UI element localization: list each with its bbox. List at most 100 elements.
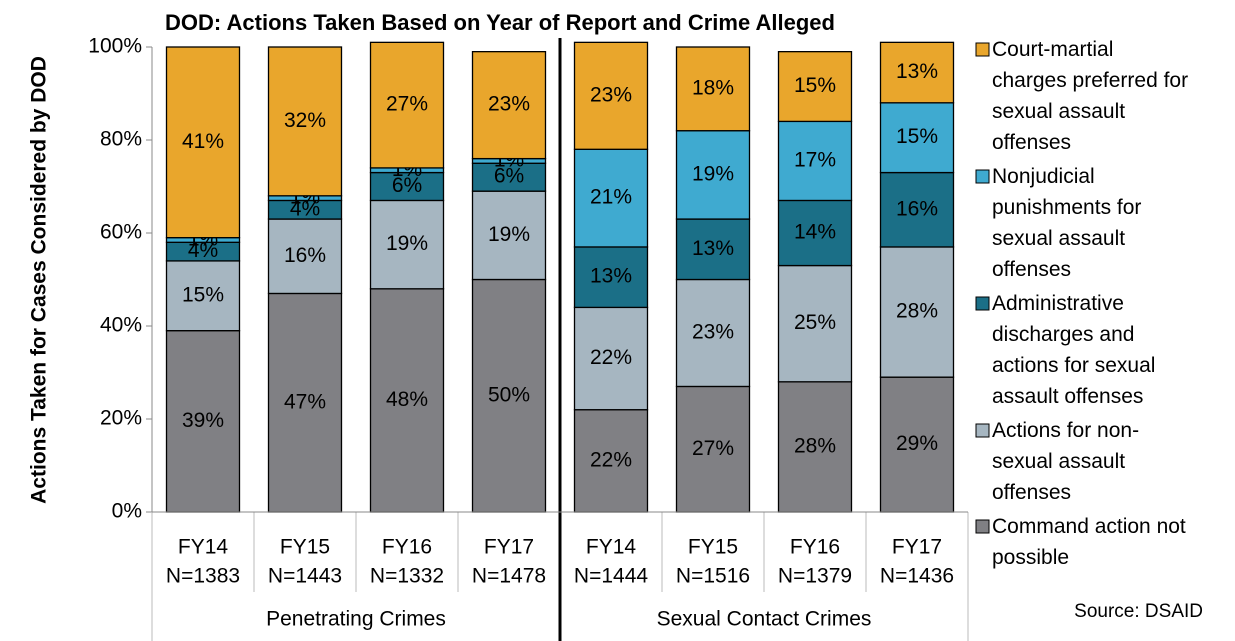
bar-segment [777,264,853,383]
bar-segment [471,278,547,513]
legend-line: sexual assault [992,450,1125,473]
data-label: 23% [590,83,632,106]
data-label: 6% [392,174,422,197]
x-tick-label: FY16 [790,536,840,559]
bar-segment [471,190,547,281]
data-label: 50% [488,383,530,406]
legend-line: punishments for [992,196,1141,219]
x-tick-sublabel: N=1443 [268,565,342,588]
bar-segment [879,41,955,104]
data-label: 4% [188,239,218,262]
legend-line: charges preferred for [992,69,1188,92]
x-tick-sublabel: N=1383 [166,565,240,588]
data-label: 19% [692,162,734,185]
bar-segment [879,171,955,248]
legend-line: sexual assault [992,100,1125,123]
bar-segment [573,246,649,309]
data-label: 27% [692,437,734,460]
x-tick-sublabel: N=1444 [574,565,648,588]
group-label: Penetrating Crimes [266,608,446,631]
bar-segment [675,46,751,132]
y-tick-label: 20% [100,407,142,430]
data-label: 41% [182,130,224,153]
legend-swatch [975,169,990,184]
x-tick-sublabel: N=1436 [880,565,954,588]
bar-segment [573,148,649,248]
x-tick-sublabel: N=1516 [676,565,750,588]
bar-segment [573,409,649,513]
bar-segment [471,51,547,160]
bar-segment [369,41,445,169]
x-tick-label: FY14 [178,536,229,559]
bar-segment [369,171,445,202]
data-label: 4% [290,197,320,220]
legend-swatch [975,42,990,57]
data-label: 39% [182,409,224,432]
legend-line: Actions for non- [992,419,1139,442]
data-label: 13% [590,265,632,288]
x-tick-sublabel: N=1332 [370,565,444,588]
legend-line: Nonjudicial [992,165,1095,188]
data-label: 47% [284,390,326,413]
data-label: 13% [692,237,734,260]
data-label: 28% [794,434,836,457]
bar-segment [165,46,241,239]
bar-segment [267,292,343,513]
x-tick-label: FY17 [892,536,942,559]
bar-segment [369,199,445,290]
x-tick-sublabel: N=1478 [472,565,546,588]
source: Source: DSAID [1074,601,1203,622]
data-label: 19% [488,223,530,246]
data-label: 18% [692,76,734,99]
legend-line: offenses [992,131,1071,154]
data-label: 14% [794,221,836,244]
legend-label: Court-martial charges preferred for sexual… [992,38,1188,154]
bar-segment [573,41,649,150]
data-label: 22% [590,346,632,369]
data-label: 21% [590,186,632,209]
x-tick-label: FY16 [382,536,432,559]
x-tick-label: FY15 [280,536,330,559]
legend-line: offenses [992,258,1071,281]
y-tick-label: 0% [112,500,142,523]
x-tick-label: FY14 [586,536,637,559]
legend-label: Nonjudicial punishments for sexual assault… [992,165,1141,281]
bar-segment [165,260,241,332]
data-label: 27% [386,93,428,116]
legend-label: Actions for non-sexual assault offenses [992,419,1139,504]
legend-swatch [975,519,990,534]
legend-line: assault offenses [992,385,1143,408]
bar-segment [777,51,853,123]
y-tick-label: 60% [100,221,142,244]
legend-label: Command action not possible [992,515,1186,569]
data-label: 32% [284,109,326,132]
bar-segment [777,120,853,202]
data-label: 17% [794,148,836,171]
chart-title: DOD: Actions Taken Based on Year of Repo… [165,10,835,35]
x-tick-label: FY15 [688,536,738,559]
x-tick-label: FY17 [484,536,534,559]
legend-line: Court-martial [992,38,1113,61]
bar-segment [267,46,343,197]
group-label: Sexual Contact Crimes [657,608,872,631]
legend-swatch [975,423,990,438]
legend-line: actions for sexual [992,354,1155,377]
legend-line: discharges and [992,323,1134,346]
legend-line: offenses [992,481,1071,504]
data-label: 19% [386,232,428,255]
data-label: 15% [896,125,938,148]
data-label: 23% [488,93,530,116]
legend-line: possible [992,546,1069,569]
data-label: 16% [284,244,326,267]
bar-segment [471,162,547,192]
data-label: 6% [494,165,524,188]
bar-segment [267,218,343,295]
data-label: 48% [386,388,428,411]
bar-segment [675,130,751,220]
data-label: 23% [692,321,734,344]
data-label: 29% [896,432,938,455]
legend-swatch [975,296,990,311]
data-label: 28% [896,300,938,323]
y-axis-label: Actions Taken for Cases Considered by DO… [28,56,51,504]
